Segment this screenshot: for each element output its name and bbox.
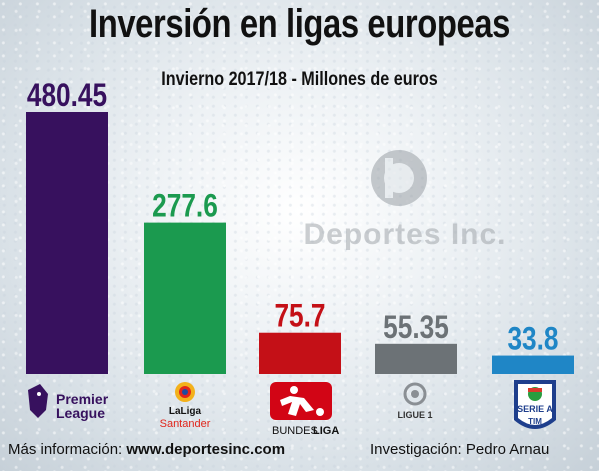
serie-a-text: SERIE A [517,404,553,414]
liga-text: LIGA [313,425,339,437]
bar-4 [492,355,574,374]
premier-text: Premier [56,391,109,407]
bar-3 [375,343,457,374]
bar-value-label-1: 277.6 [152,189,218,224]
chart-title: Inversión en ligas europeas [89,2,510,46]
deportes-inc-logo-icon [371,150,427,206]
laliga-logo: LaLiga Santander [145,380,235,438]
santander-text: Santander [160,418,211,430]
bundesliga-player-icon: BUNDES LIGA [270,382,339,437]
league-text: League [56,405,105,421]
laliga-text: LaLiga [169,406,202,417]
serie-a-shield-icon: SERIE A TIM [514,380,556,429]
tim-text: TIM [528,417,542,426]
bar-2 [259,332,341,374]
laliga-ball-icon: LaLiga Santander [160,382,211,430]
bundesliga-logo: BUNDES LIGA [258,380,348,438]
watermark: Deportes Inc. [285,148,525,268]
lion-icon: Premier League [28,384,109,421]
ligue1-text: LIGUE 1 [397,410,432,420]
footer-credit: Investigación: Pedro Arnau [370,441,550,458]
watermark-text: Deportes Inc. [303,218,507,251]
premier-league-logo: Premier League [22,380,112,438]
bar-value-label-2: 75.7 [274,299,325,334]
footer-more-info-label: Más información: [8,441,123,458]
bundes-text: BUNDES [272,425,318,437]
ligue1-icon: LIGUE 1 [397,382,433,420]
bar-1 [144,222,226,374]
serie-a-logo: SERIE A TIM [494,380,584,438]
bar-0 [26,112,108,374]
bar-value-label-4: 33.8 [507,322,558,357]
bar-value-label-0: 480.45 [27,79,107,114]
bar-value-label-3: 55.35 [383,310,449,345]
footer-more-info: Más información: www.deportesinc.com [8,441,285,458]
chart-subtitle: Invierno 2017/18 - Millones de euros [161,69,438,90]
ligue1-logo: LIGUE 1 [375,380,465,438]
footer-website-link[interactable]: www.deportesinc.com [126,441,286,458]
